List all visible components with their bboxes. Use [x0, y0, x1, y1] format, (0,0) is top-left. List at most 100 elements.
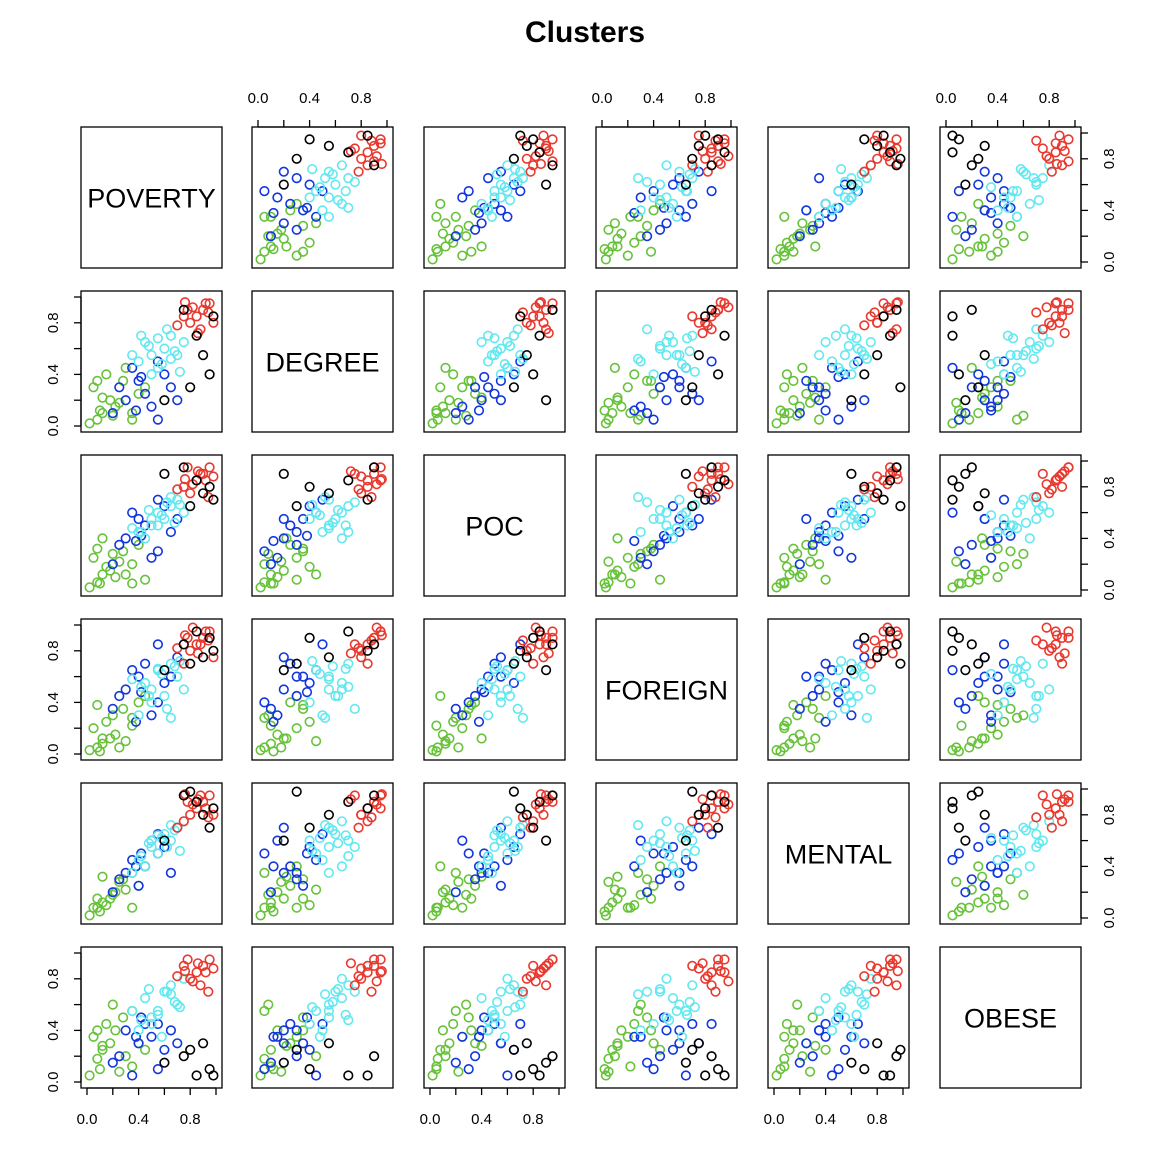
data-point: [1005, 703, 1016, 715]
data-point: [641, 231, 653, 242]
data-point: [327, 825, 338, 836]
data-point: [820, 520, 831, 531]
data-point: [1011, 350, 1023, 361]
data-point: [427, 744, 438, 756]
x-tick-label: 0.8: [867, 1111, 888, 1128]
data-point: [268, 746, 279, 757]
data-point: [143, 838, 154, 849]
data-point: [998, 835, 1010, 846]
data-point: [174, 499, 185, 511]
data-point: [191, 796, 202, 808]
data-point: [323, 867, 335, 879]
data-point: [992, 533, 1003, 544]
data-point: [1002, 202, 1014, 213]
data-point: [869, 986, 880, 997]
data-point: [304, 134, 315, 145]
data-point: [304, 677, 315, 689]
data-point: [992, 395, 1003, 406]
data-point: [641, 874, 653, 885]
data-point: [499, 182, 510, 193]
data-point: [1046, 643, 1057, 654]
panel-frame: [939, 290, 1082, 433]
data-point: [136, 371, 147, 383]
data-point: [476, 992, 487, 1004]
data-point: [140, 388, 151, 399]
data-point: [843, 340, 854, 352]
data-point: [259, 867, 270, 879]
data-point: [285, 861, 296, 872]
data-point: [198, 796, 209, 808]
data-point: [278, 468, 289, 480]
data-point: [1005, 684, 1016, 695]
data-point: [833, 664, 844, 676]
data-point: [794, 729, 805, 740]
data-point: [448, 899, 459, 911]
data-point: [114, 690, 125, 702]
data-point: [538, 963, 549, 974]
data-point: [960, 468, 971, 480]
data-point: [304, 561, 315, 572]
data-point: [547, 639, 558, 650]
data-point: [304, 237, 315, 248]
data-point: [140, 1044, 151, 1055]
data-point: [779, 1053, 790, 1064]
data-point: [700, 317, 711, 328]
data-point: [779, 720, 790, 731]
data-point: [120, 1051, 131, 1062]
data-point: [687, 816, 698, 827]
data-point: [629, 237, 640, 248]
data-point: [110, 729, 121, 740]
data-point: [687, 388, 698, 399]
data-point: [204, 632, 215, 644]
data-point: [191, 475, 202, 486]
data-point: [304, 1018, 315, 1030]
data-point: [179, 789, 191, 800]
data-point: [208, 809, 219, 820]
data-point: [301, 686, 313, 698]
data-point: [453, 224, 464, 235]
data-point: [547, 632, 558, 644]
data-point: [826, 1025, 838, 1036]
data-point: [473, 405, 485, 416]
data-point: [259, 546, 270, 557]
data-point: [680, 395, 692, 406]
data-point: [165, 819, 176, 831]
data-point: [489, 388, 500, 399]
data-point: [343, 475, 354, 486]
data-point: [1031, 324, 1042, 335]
data-point: [450, 231, 461, 242]
data-point: [687, 481, 698, 492]
data-point: [457, 710, 468, 721]
data-point: [689, 366, 701, 377]
data-point: [110, 1025, 121, 1036]
data-point: [635, 526, 646, 538]
data-point: [612, 533, 623, 544]
data-point: [317, 1018, 328, 1030]
data-point: [810, 241, 821, 252]
data-point: [146, 835, 157, 846]
data-point: [1063, 626, 1074, 637]
data-point: [345, 958, 357, 969]
data-point: [431, 211, 442, 222]
data-point: [152, 494, 163, 505]
x-tick-label: 0.0: [248, 90, 269, 107]
data-point: [603, 556, 614, 567]
data-point: [820, 574, 831, 585]
data-point: [884, 140, 896, 151]
data-point: [161, 324, 173, 335]
data-point: [174, 845, 185, 857]
y-tick-label: 0.0: [1101, 580, 1118, 601]
data-point: [146, 1031, 157, 1042]
data-point: [884, 468, 896, 480]
data-point: [807, 1051, 818, 1062]
data-point: [450, 1057, 461, 1068]
data-point: [1024, 337, 1035, 348]
data-point: [473, 1031, 485, 1042]
data-point: [680, 211, 692, 222]
data-point: [956, 211, 967, 222]
data-point: [140, 382, 151, 393]
data-point: [101, 1018, 112, 1030]
data-point: [547, 304, 558, 316]
data-point: [343, 658, 354, 669]
data-point: [674, 880, 685, 891]
